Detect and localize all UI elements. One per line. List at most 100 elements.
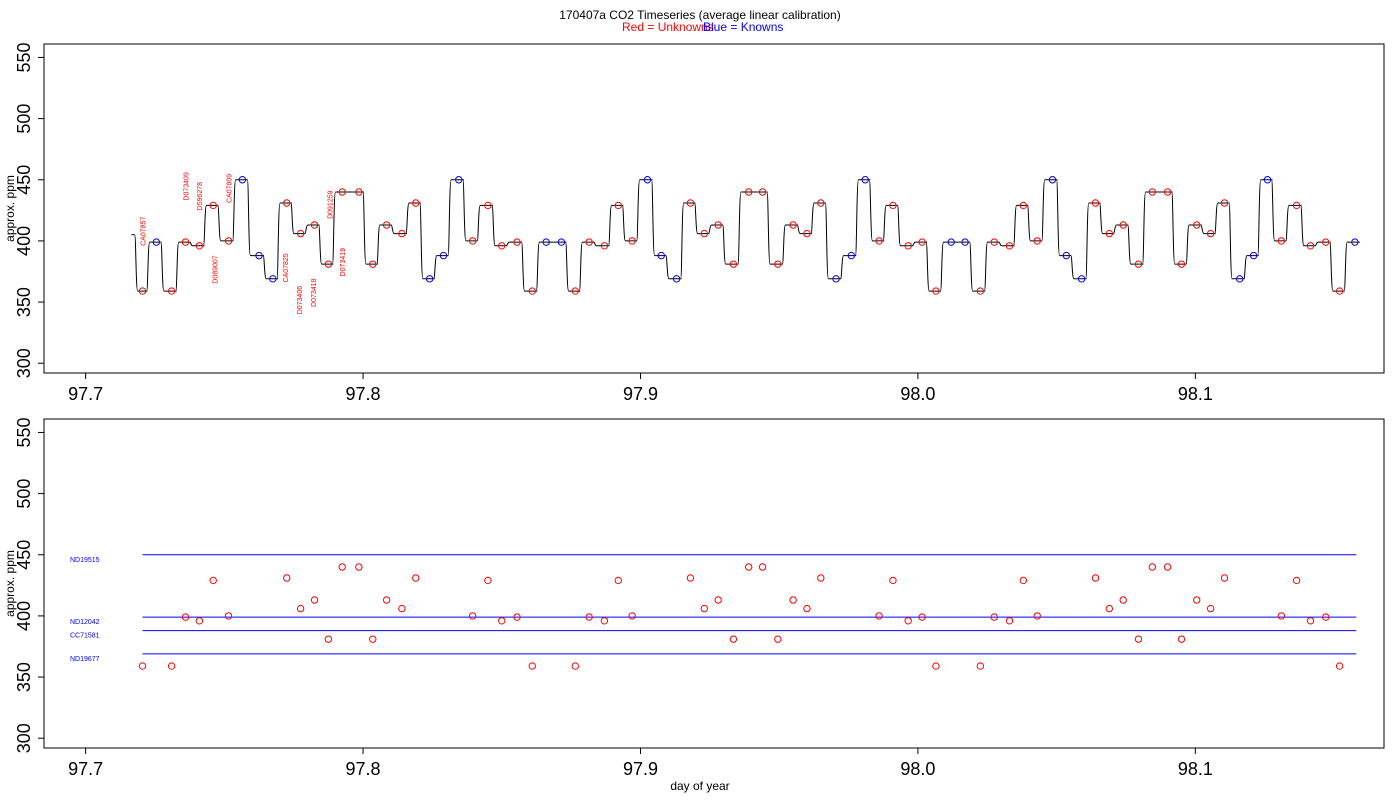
- known-point: [947, 238, 955, 246]
- unknown-point: [1033, 612, 1041, 620]
- y-tick-label: 300: [14, 723, 34, 753]
- unknown-point: [283, 574, 291, 582]
- unknown-point: [1277, 237, 1286, 245]
- unknown-point: [1206, 604, 1215, 613]
- unknown-point: [904, 242, 912, 250]
- unknown-point: [628, 237, 636, 245]
- unknown-point: [195, 242, 204, 250]
- unknown-point: [1177, 260, 1186, 268]
- unknown-point: [224, 237, 233, 245]
- unknown-point: [1105, 229, 1114, 238]
- y-tick-label: 350: [14, 287, 34, 317]
- known-point: [425, 275, 434, 283]
- unknown-point: [889, 201, 897, 210]
- y-axis-label: approx. ppm: [3, 175, 17, 242]
- unknown-point: [1220, 199, 1229, 207]
- known-point: [439, 251, 448, 260]
- unknown-point: [1306, 242, 1315, 250]
- unknown-point: [932, 287, 940, 295]
- unknown-point: [181, 238, 190, 246]
- unknown-point: [1277, 612, 1286, 620]
- unknown-point: [976, 287, 985, 295]
- unknown-point: [1148, 563, 1157, 571]
- reference-label: ND19515: [70, 557, 100, 564]
- unknown-point: [412, 574, 420, 582]
- known-point: [657, 251, 665, 260]
- unknown-point: [195, 617, 204, 625]
- sample-annotation: D073409: [183, 172, 190, 201]
- known-point: [269, 275, 277, 283]
- unknown-point: [700, 604, 708, 613]
- unknown-point: [1134, 635, 1143, 643]
- x-tick-label: 98.1: [1178, 759, 1213, 779]
- unknown-point: [310, 596, 319, 604]
- sample-annotation: D073406: [297, 286, 304, 315]
- known-point: [961, 238, 969, 246]
- unknown-point: [1091, 574, 1100, 582]
- reference-label: CC71581: [70, 633, 100, 640]
- unknown-point: [1335, 287, 1344, 295]
- known-point: [672, 275, 681, 283]
- unknown-point: [1163, 188, 1172, 196]
- known-point: [1351, 238, 1359, 246]
- unknown-point: [976, 662, 985, 670]
- unknown-point: [209, 201, 217, 210]
- known-point: [861, 176, 869, 184]
- unknown-point: [918, 238, 926, 246]
- unknown-point: [1005, 617, 1014, 625]
- unknown-point: [1134, 260, 1143, 268]
- unknown-point: [990, 613, 998, 621]
- unknown-point: [484, 576, 492, 585]
- unknown-point: [1163, 563, 1172, 571]
- unknown-point: [789, 221, 797, 229]
- unknown-point: [355, 563, 363, 571]
- unknown-point: [1119, 221, 1127, 229]
- unknown-point: [355, 188, 363, 196]
- unknown-point: [528, 662, 536, 670]
- sample-annotation: D596278: [197, 182, 204, 211]
- unknown-point: [310, 221, 319, 229]
- known-point: [832, 275, 840, 283]
- unknown-point: [324, 635, 333, 643]
- unknown-point: [1206, 229, 1215, 238]
- known-point: [1077, 275, 1086, 283]
- known-point: [542, 238, 550, 246]
- known-point: [1048, 176, 1057, 184]
- unknown-point: [729, 635, 738, 643]
- unknown-point: [209, 576, 217, 585]
- unknown-point: [774, 260, 782, 268]
- unknown-point: [686, 574, 695, 582]
- sample-annotation: D073418: [311, 278, 318, 307]
- unknown-point: [932, 662, 940, 670]
- y-axis-label: approx. ppm: [3, 550, 17, 617]
- unknown-point: [714, 596, 722, 604]
- sample-annotation: CA07825: [283, 253, 290, 282]
- unknown-point: [758, 188, 767, 196]
- unknown-point: [1033, 237, 1041, 245]
- unknown-point: [498, 617, 506, 625]
- bottom-panel-scatter: 97.7 97.8 97.9 98.0 98.1 300 350 400 450 500 550 ap…: [3, 417, 1385, 779]
- y-tick-label: 400: [14, 226, 34, 256]
- known-point: [255, 251, 263, 260]
- unknown-point: [296, 604, 305, 613]
- sample-annotation: D073419: [340, 248, 347, 277]
- x-tick-label: 97.8: [346, 384, 381, 404]
- x-tick-label: 98.1: [1178, 384, 1213, 404]
- unknown-point: [1335, 662, 1344, 670]
- unknown-point: [774, 635, 782, 643]
- unknown-point: [628, 612, 636, 620]
- unknown-point: [138, 287, 147, 295]
- unknown-point: [571, 662, 579, 670]
- unknown-point: [468, 237, 477, 245]
- unknown-point: [600, 242, 609, 250]
- known-point: [1062, 251, 1071, 260]
- unknown-point: [1193, 221, 1201, 229]
- unknown-point: [744, 188, 753, 196]
- unknown-point: [585, 238, 593, 246]
- unknown-point: [283, 199, 291, 207]
- unknown-point: [382, 221, 391, 229]
- unknown-point: [398, 604, 406, 613]
- chart-title: 170407a CO2 Timeseries (average linear c…: [559, 8, 840, 22]
- unknown-point: [338, 188, 346, 196]
